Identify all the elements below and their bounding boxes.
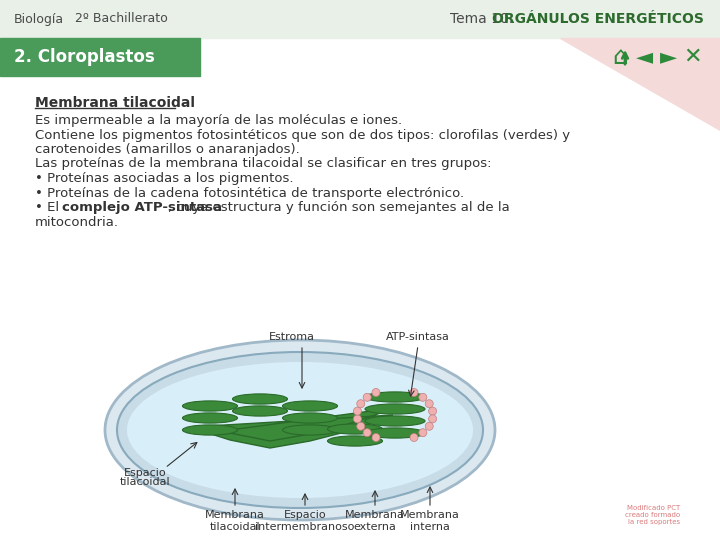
- Ellipse shape: [105, 340, 495, 520]
- Text: , cuya estructura y función son semejantes al de la: , cuya estructura y función son semejant…: [168, 201, 509, 214]
- Circle shape: [363, 429, 371, 437]
- Circle shape: [426, 422, 433, 430]
- Circle shape: [357, 400, 365, 408]
- Circle shape: [354, 415, 361, 423]
- Text: 2. Cloroplastos: 2. Cloroplastos: [14, 48, 155, 66]
- Circle shape: [419, 393, 427, 401]
- Ellipse shape: [233, 406, 287, 416]
- Ellipse shape: [365, 392, 425, 402]
- Text: ►: ►: [660, 47, 677, 67]
- Circle shape: [428, 407, 436, 415]
- Text: complejo ATP-sintasa: complejo ATP-sintasa: [61, 201, 222, 214]
- Ellipse shape: [328, 436, 382, 446]
- Text: Espacio: Espacio: [124, 468, 166, 478]
- Text: ⌂: ⌂: [612, 45, 628, 69]
- Circle shape: [372, 434, 380, 442]
- Ellipse shape: [328, 424, 382, 434]
- Text: Membrana
externa: Membrana externa: [345, 510, 405, 531]
- Ellipse shape: [127, 362, 473, 498]
- Bar: [0, 0, 720, 38]
- Text: ✕: ✕: [683, 47, 701, 67]
- Circle shape: [372, 388, 380, 396]
- Polygon shape: [560, 38, 720, 130]
- Ellipse shape: [282, 413, 338, 423]
- Ellipse shape: [365, 404, 425, 414]
- Text: Membrana tilacoidal: Membrana tilacoidal: [35, 96, 195, 110]
- Ellipse shape: [182, 425, 238, 435]
- Circle shape: [410, 434, 418, 442]
- Text: Membrana
tilacoidal: Membrana tilacoidal: [205, 510, 265, 531]
- Text: Las proteínas de la membrana tilacoidal se clasificar en tres grupos:: Las proteínas de la membrana tilacoidal …: [35, 158, 492, 171]
- Text: Espacio
intermembranoso: Espacio intermembranoso: [256, 510, 355, 531]
- Text: • Proteínas asociadas a los pigmentos.: • Proteínas asociadas a los pigmentos.: [35, 172, 294, 185]
- Ellipse shape: [182, 413, 238, 423]
- Text: Biología: Biología: [14, 12, 64, 25]
- Ellipse shape: [282, 401, 338, 411]
- Text: Contiene los pigmentos fotosintéticos que son de dos tipos: clorofilas (verdes) : Contiene los pigmentos fotosintéticos qu…: [35, 129, 570, 141]
- Text: • Proteínas de la cadena fotosintética de transporte electrónico.: • Proteínas de la cadena fotosintética d…: [35, 186, 464, 199]
- Text: Estroma: Estroma: [269, 332, 315, 342]
- Ellipse shape: [282, 425, 338, 435]
- Ellipse shape: [182, 401, 238, 411]
- Circle shape: [363, 393, 371, 401]
- Ellipse shape: [233, 394, 287, 404]
- Ellipse shape: [365, 428, 425, 438]
- Text: • El: • El: [35, 201, 63, 214]
- Ellipse shape: [117, 352, 483, 508]
- Circle shape: [410, 388, 418, 396]
- Text: mitocondria.: mitocondria.: [35, 215, 119, 228]
- Text: 2º Bachillerato: 2º Bachillerato: [75, 12, 168, 25]
- Circle shape: [419, 429, 427, 437]
- Circle shape: [357, 422, 365, 430]
- Text: Modificado PCT
creado formado
la red soportes: Modificado PCT creado formado la red sop…: [625, 505, 680, 525]
- Text: Es impermeable a la mayoría de las moléculas e iones.: Es impermeable a la mayoría de las moléc…: [35, 114, 402, 127]
- Circle shape: [426, 400, 433, 408]
- Text: tilacoidal: tilacoidal: [120, 477, 171, 487]
- Text: ORGÁNULOS ENERGÉTICOS: ORGÁNULOS ENERGÉTICOS: [492, 12, 704, 26]
- Text: ATP-sintasa: ATP-sintasa: [386, 332, 450, 342]
- Text: ◄: ◄: [636, 47, 654, 67]
- Bar: [0, 38, 200, 76]
- Circle shape: [354, 407, 361, 415]
- Polygon shape: [208, 408, 393, 448]
- Circle shape: [428, 415, 436, 423]
- Text: Tema 10.: Tema 10.: [450, 12, 518, 26]
- Ellipse shape: [365, 416, 425, 426]
- Text: Membrana
interna: Membrana interna: [400, 510, 460, 531]
- Text: carotenoides (amarillos o anaranjados).: carotenoides (amarillos o anaranjados).: [35, 143, 300, 156]
